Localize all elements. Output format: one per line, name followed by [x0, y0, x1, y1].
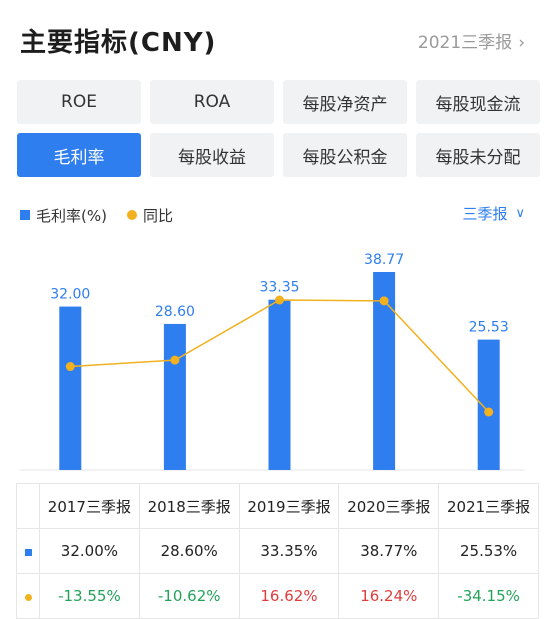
table-cell: -13.55% — [39, 573, 140, 619]
bar-1 — [163, 323, 186, 470]
table-cell: 28.60% — [138, 528, 240, 574]
table-cell: -34.15% — [438, 573, 539, 619]
page-title: 主要指标(CNY) — [20, 28, 217, 58]
gross-margin-chart: 32.00 28.60 33.35 38.77 25.53 — [20, 252, 525, 471]
line-marker-icon — [24, 594, 32, 601]
chart-legend: 毛利率(%) 同比 — [20, 203, 173, 227]
bar-legend-label: 毛利率(%) — [36, 206, 107, 225]
yoy-point-1 — [170, 355, 180, 365]
bar-value-label-2: 33.35 — [259, 280, 299, 296]
table-header-cell: 2019三季报 — [238, 483, 340, 529]
bar-value-label-4: 25.53 — [469, 320, 509, 336]
bar-value-label-3: 38.77 — [364, 252, 404, 268]
table-cell: -10.62% — [138, 573, 240, 619]
table-header-cell: 2020三季报 — [338, 483, 440, 529]
table-header-marker — [16, 483, 40, 529]
tab-nav-per-share[interactable]: 每股净资产 — [283, 80, 407, 124]
header: 主要指标(CNY) 2021三季报 › — [20, 14, 525, 62]
chevron-down-icon: ∨ — [515, 206, 525, 221]
tab-undistributed-per-share[interactable]: 每股未分配 — [416, 133, 540, 177]
report-period-link[interactable]: 2021三季报 › — [418, 28, 525, 53]
data-table: 2017三季报 2018三季报 2019三季报 2020三季报 2021三季报 … — [16, 483, 539, 619]
tab-gross-margin[interactable]: 毛利率 — [17, 133, 141, 177]
tab-roe[interactable]: ROE — [17, 80, 141, 124]
bar-0 — [59, 306, 82, 470]
period-select-label: 三季报 — [462, 205, 508, 223]
report-period-label: 2021三季报 — [417, 33, 513, 53]
chevron-right-icon: › — [518, 33, 525, 53]
line-legend-swatch — [126, 210, 137, 220]
yoy-point-0 — [65, 362, 75, 372]
bar-4 — [477, 339, 500, 470]
tab-cashflow-per-share[interactable]: 每股现金流 — [416, 80, 540, 124]
yoy-point-3 — [379, 296, 389, 306]
table-cell: 33.35% — [238, 528, 340, 574]
table-cell: 16.24% — [338, 573, 440, 619]
table-header-cell: 2018三季报 — [138, 483, 240, 529]
tab-reserve-per-share[interactable]: 每股公积金 — [283, 133, 407, 177]
period-select[interactable]: 三季报 ∨ — [462, 203, 525, 224]
bar-marker-icon — [24, 549, 32, 556]
table-cell: 38.77% — [338, 528, 440, 574]
line-legend-label: 同比 — [142, 206, 173, 225]
table-cell: 25.53% — [438, 528, 539, 574]
bar-2 — [268, 299, 291, 470]
tab-eps[interactable]: 每股收益 — [150, 133, 274, 177]
table-row-gross-margin: 32.00% 28.60% 33.35% 38.77% 25.53% — [16, 528, 539, 574]
table-row-yoy: -13.55% -10.62% 16.62% 16.24% -34.15% — [16, 573, 539, 619]
table-row-marker — [16, 573, 40, 619]
table-cell: 16.62% — [238, 573, 340, 619]
yoy-point-4 — [484, 407, 494, 417]
table-header-cell: 2017三季报 — [39, 483, 140, 529]
bar-value-label-1: 28.60 — [155, 304, 195, 320]
yoy-point-2 — [275, 295, 284, 305]
tab-roa[interactable]: ROA — [150, 80, 274, 124]
bar-3 — [373, 272, 396, 470]
table-row-marker — [16, 528, 40, 574]
table-header-row: 2017三季报 2018三季报 2019三季报 2020三季报 2021三季报 — [16, 483, 539, 529]
table-header-cell: 2021三季报 — [438, 483, 539, 529]
bar-value-label-0: 32.00 — [50, 287, 90, 303]
table-cell: 32.00% — [39, 528, 140, 574]
bar-legend-swatch — [20, 210, 30, 220]
